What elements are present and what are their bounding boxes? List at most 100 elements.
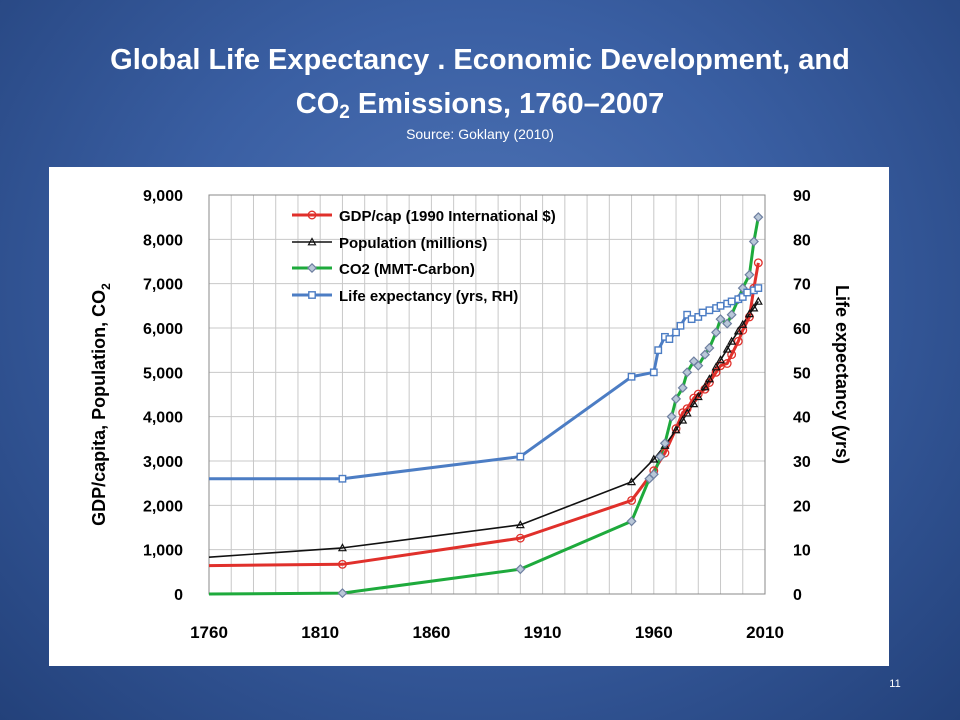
data-point-3	[705, 306, 714, 315]
data-point-0	[704, 378, 714, 387]
data-point-3	[683, 310, 692, 319]
chart-panel: 0 1,000 2,000 3,000 4,000 5,000 6,000 7,000 8,00…	[49, 167, 889, 666]
data-point-1	[671, 425, 681, 434]
data-point-1	[716, 355, 726, 364]
legend-label: GDP/cap (1990 International $)	[339, 208, 556, 225]
data-point-3	[694, 313, 703, 321]
data-point-1	[711, 362, 721, 371]
data-point-3	[338, 474, 347, 483]
data-point-1	[749, 303, 759, 312]
data-point-2	[677, 382, 688, 393]
data-point-2	[753, 212, 764, 223]
y2-tick-label: 20	[793, 498, 811, 515]
title-line-1: Global Life Expectancy . Economic Develo…	[110, 44, 850, 76]
data-point-2	[722, 318, 733, 329]
y2-axis-label: Life expectancy (yrs)	[832, 285, 852, 464]
data-point-1	[693, 391, 703, 401]
data-point-1	[627, 477, 637, 486]
data-point-3	[738, 293, 747, 301]
legend-marker	[307, 210, 317, 220]
data-point-1	[704, 374, 714, 383]
legend-marker	[306, 262, 318, 274]
slide-title: Global Life Expectancy . Economic Develo…	[0, 38, 960, 126]
x-tick-label: 1860	[412, 623, 450, 642]
data-point-2	[670, 393, 682, 404]
y-tick-label: 9,000	[143, 188, 183, 205]
data-point-0	[693, 389, 703, 399]
y2-tick-label: 70	[793, 277, 811, 294]
title-co-subscript: 2	[339, 102, 350, 123]
y-axis-label-main: GDP/capita, Population, CO	[89, 290, 109, 526]
title-line-2: CO2 Emissions, 1760–2007	[0, 82, 960, 126]
data-point-0	[733, 336, 743, 346]
y2-tick-label: 40	[793, 410, 811, 427]
slide-number: 11	[889, 678, 901, 690]
y-axis-label: GDP/capita, Population, CO2	[89, 283, 113, 526]
data-point-3	[654, 346, 663, 355]
x-tick-label: 2010	[746, 623, 784, 642]
data-point-2	[711, 327, 722, 338]
data-point-0	[722, 359, 732, 368]
data-point-2	[626, 516, 637, 527]
y2-tick-label: 60	[793, 321, 811, 338]
data-point-1	[722, 344, 732, 353]
data-point-2	[693, 360, 704, 371]
y-tick-label: 5,000	[143, 365, 183, 382]
data-point-3	[754, 284, 763, 293]
data-point-2	[337, 588, 348, 599]
data-point-1	[337, 543, 347, 552]
y-tick-label: 3,000	[143, 454, 183, 471]
data-point-2	[655, 451, 666, 462]
data-point-3	[649, 368, 658, 377]
data-point-1	[689, 399, 699, 408]
x-tick-label: 1960	[635, 623, 673, 642]
data-point-3	[698, 308, 707, 317]
data-point-2	[515, 564, 526, 575]
y-tick-label: 1,000	[143, 543, 183, 560]
data-point-1	[727, 336, 737, 345]
data-point-1	[682, 408, 692, 417]
source-note: Source: Goklany (2010)	[406, 126, 554, 142]
data-point-3	[516, 452, 525, 461]
y2-tick-label: 10	[793, 543, 811, 560]
y-tick-label: 4,000	[143, 410, 183, 427]
x-tick-label: 1910	[524, 623, 562, 642]
title-suffix: Emissions, 1760–2007	[349, 88, 665, 120]
data-point-2	[659, 438, 670, 449]
data-point-0	[515, 533, 525, 543]
data-point-0	[337, 559, 347, 569]
data-point-1	[753, 296, 763, 305]
y-tick-label: 6,000	[143, 321, 183, 338]
x-tick-label: 1760	[190, 623, 228, 642]
data-point-1	[649, 454, 659, 463]
x-tick-label: 1810	[301, 623, 339, 642]
data-point-1	[744, 309, 754, 318]
y2-tick-label: 80	[793, 232, 811, 249]
data-point-2	[648, 469, 659, 480]
data-point-1	[678, 415, 688, 424]
data-point-2	[744, 269, 755, 280]
data-point-3	[672, 328, 680, 337]
data-point-2	[699, 349, 711, 360]
legend-label: Population (millions)	[339, 235, 487, 252]
data-point-1	[515, 520, 525, 529]
legend-label: Life expectancy (yrs, RH)	[339, 288, 518, 305]
data-point-1	[700, 382, 710, 391]
y2-tick-label: 90	[793, 188, 811, 205]
data-point-2	[748, 236, 759, 247]
data-point-3	[676, 321, 685, 330]
y2-tick-label: 50	[793, 365, 811, 382]
data-point-1	[738, 319, 748, 328]
data-point-3	[665, 335, 674, 343]
y-tick-label: 2,000	[143, 498, 183, 515]
plot-area-frame	[208, 194, 766, 595]
data-point-2	[715, 314, 726, 325]
data-point-1	[733, 326, 743, 335]
legend-label: CO2 (MMT-Carbon)	[339, 261, 475, 278]
data-point-3	[627, 372, 636, 381]
data-point-3	[687, 315, 696, 324]
data-point-3	[727, 297, 736, 306]
chart-svg: 0 1,000 2,000 3,000 4,000 5,000 6,000 7,000 8,00…	[89, 188, 852, 642]
title-co: CO	[295, 88, 340, 120]
data-point-2	[682, 367, 693, 378]
